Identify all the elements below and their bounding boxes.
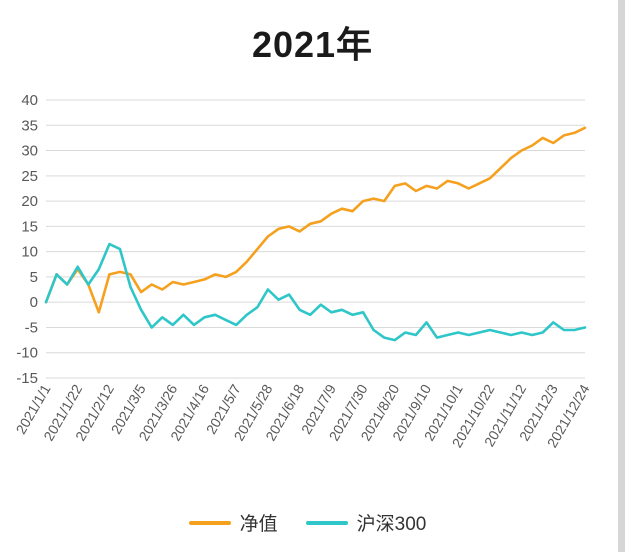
legend-label-hushen300: 沪深300 xyxy=(356,514,427,535)
y-axis-tick-label: 15 xyxy=(21,218,38,235)
chart-legend: 净值 沪深300 xyxy=(0,509,615,536)
y-axis-tick-label: -10 xyxy=(16,345,38,362)
series-line-0 xyxy=(44,126,587,314)
legend-label-jingzhi: 净值 xyxy=(239,514,278,535)
legend-item-jingzhi: 净值 xyxy=(188,509,278,536)
y-axis-tick-label: 35 xyxy=(21,117,38,134)
right-edge-strip xyxy=(618,0,625,552)
y-axis-tick-label: 0 xyxy=(30,294,38,311)
hushen300-line-swatch-icon xyxy=(305,520,348,525)
y-axis-tick-label: 30 xyxy=(21,143,38,160)
y-axis-tick-label: 20 xyxy=(21,193,38,210)
y-axis-tick-label: -15 xyxy=(16,370,38,387)
y-axis-tick-label: -5 xyxy=(25,319,38,336)
series-line-1 xyxy=(44,242,587,342)
y-axis-tick-label: 40 xyxy=(21,92,38,109)
line-chart: -15-10-505101520253035402021/1/12021/1/2… xyxy=(12,92,592,450)
y-axis-tick-label: 10 xyxy=(21,244,38,261)
legend-item-hushen300: 沪深300 xyxy=(305,509,427,536)
y-axis-tick-label: 5 xyxy=(30,269,38,286)
y-axis-tick-label: 25 xyxy=(21,168,38,185)
chart-title: 2021年 xyxy=(251,24,374,65)
jingzhi-line-swatch-icon xyxy=(188,520,231,525)
